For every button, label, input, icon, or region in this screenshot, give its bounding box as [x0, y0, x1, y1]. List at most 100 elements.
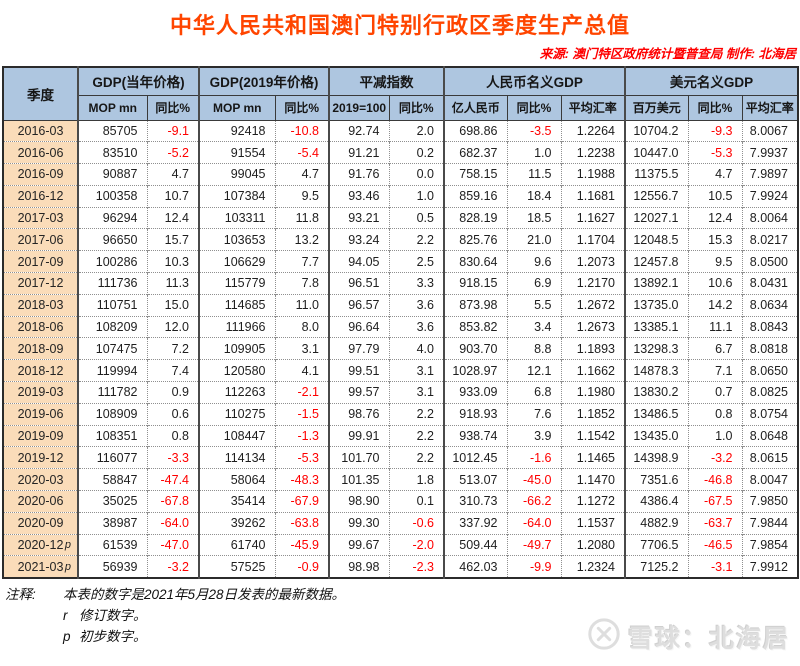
- value-cell: 5.5: [506, 293, 561, 317]
- column-group-header: 美元名义GDP: [624, 66, 799, 96]
- value-cell: 1.1542: [560, 424, 625, 447]
- quarter-cell: 2020-09: [2, 511, 78, 535]
- quarter-label: 2016-12: [17, 189, 64, 204]
- value-cell: -9.1: [146, 119, 199, 142]
- header-group-row: 季度 GDP(当年价格) GDP(2019年价格) 平减指数 人民币名义GDP 美元名义…: [2, 66, 799, 121]
- value-cell: 108909: [77, 402, 147, 426]
- value-cell: 99.91: [328, 424, 389, 447]
- table-body: 2016-03 85705 -9.1 92418 -10.8 92.74 2.0 698.86…: [2, 119, 798, 578]
- value-cell: 101.70: [328, 446, 389, 469]
- value-cell: 0.1: [388, 490, 444, 513]
- quarter-label: 2020-03: [17, 472, 64, 487]
- value-cell: 3.1: [274, 337, 329, 360]
- value-cell: 11.5: [506, 163, 561, 186]
- value-cell: 1.1681: [560, 184, 625, 208]
- value-cell: 35025: [77, 490, 147, 513]
- value-cell: 2.0: [388, 119, 444, 142]
- value-cell: 8.0615: [741, 446, 798, 469]
- value-cell: 853.82: [443, 315, 507, 338]
- value-cell: -2.1: [274, 381, 329, 404]
- quarter-cell: 2018-03: [2, 293, 78, 317]
- value-cell: 1.1465: [560, 446, 625, 469]
- column-group-header: GDP(2019年价格): [198, 66, 330, 96]
- value-cell: 7.9937: [741, 141, 798, 164]
- value-cell: 103311: [198, 206, 275, 229]
- value-cell: -3.2: [687, 446, 742, 469]
- value-cell: 830.64: [443, 250, 507, 273]
- value-cell: -0.9: [274, 555, 329, 578]
- value-cell: 99.51: [328, 359, 389, 382]
- value-cell: 310.73: [443, 490, 507, 513]
- value-cell: 1.2672: [560, 293, 625, 317]
- note-label: 注释:: [5, 586, 36, 602]
- value-cell: -46.5: [687, 533, 742, 556]
- quarter-cell: 2019-06: [2, 402, 78, 426]
- value-cell: 38987: [77, 511, 147, 535]
- value-cell: 1.0: [687, 424, 742, 447]
- column-subheader: 同比%: [146, 94, 200, 121]
- value-cell: -45.9: [274, 533, 329, 556]
- value-cell: 4.7: [146, 163, 199, 186]
- value-cell: 99045: [198, 163, 275, 186]
- quarter-label: 2019-06: [17, 407, 64, 422]
- value-cell: 18.4: [506, 184, 561, 208]
- value-cell: 1.2264: [560, 119, 625, 142]
- value-cell: 93.46: [328, 184, 389, 208]
- value-cell: 99.67: [328, 533, 389, 556]
- quarter-label: 2018-03: [17, 298, 64, 313]
- quarter-cell: 2019-12: [2, 446, 78, 469]
- value-cell: 106629: [198, 250, 275, 273]
- value-cell: 100286: [77, 250, 147, 273]
- value-cell: -9.9: [506, 555, 561, 578]
- quarter-cell: 2021-03 p: [2, 555, 78, 578]
- value-cell: 58847: [77, 468, 147, 491]
- table-row: 2016-03 85705 -9.1 92418 -10.8 92.74 2.0 698.86…: [2, 119, 798, 142]
- table-row: 2019-06 108909 0.6 110275 -1.5 98.76 2.2 918.93…: [2, 402, 798, 426]
- column-subheader: 百万美元: [624, 94, 689, 121]
- value-cell: -47.4: [146, 468, 199, 491]
- value-cell: 101.35: [328, 468, 389, 491]
- value-cell: 7.9844: [741, 511, 798, 535]
- quarter-label: 2019-09: [17, 429, 64, 444]
- value-cell: 4.7: [687, 163, 742, 186]
- value-cell: -63.8: [274, 511, 329, 535]
- value-cell: 96.57: [328, 293, 389, 317]
- value-cell: -1.5: [274, 402, 329, 426]
- note-line: p 初步数字。: [5, 626, 800, 647]
- value-cell: 6.7: [687, 337, 742, 360]
- value-cell: 15.7: [146, 228, 199, 251]
- table-row: 2017-12 111736 11.3 115779 7.8 96.51 3.3 918.15…: [2, 272, 798, 295]
- value-cell: -10.8: [274, 119, 329, 142]
- value-cell: 903.70: [443, 337, 507, 360]
- value-cell: 4.1: [274, 359, 329, 382]
- note-text: 本表的数字是2021年5月28日发表的最新数据。: [63, 586, 346, 602]
- value-cell: 0.0: [388, 163, 444, 186]
- value-cell: 108447: [198, 424, 275, 447]
- value-cell: 0.8: [146, 424, 199, 447]
- value-cell: 1.1980: [560, 381, 625, 404]
- value-cell: 96.51: [328, 272, 389, 295]
- column-subheader: 平均汇率: [560, 94, 626, 121]
- value-cell: 0.5: [388, 206, 444, 229]
- gdp-table: 季度 GDP(当年价格) GDP(2019年价格) 平减指数 人民币名义GDP 美元名义…: [2, 66, 799, 579]
- value-cell: 10.7: [146, 184, 199, 208]
- value-cell: -64.0: [146, 511, 199, 535]
- value-cell: -47.0: [146, 533, 199, 556]
- value-cell: 91554: [198, 141, 275, 164]
- value-cell: 509.44: [443, 533, 507, 556]
- value-cell: 7706.5: [624, 533, 688, 556]
- column-group-header: 平减指数: [328, 66, 445, 96]
- value-cell: -67.8: [146, 490, 199, 513]
- column-subheader: 平均汇率: [741, 94, 799, 121]
- value-cell: 98.90: [328, 490, 389, 513]
- value-cell: 12457.8: [624, 250, 688, 273]
- quarter-label: 2017-12: [17, 276, 64, 291]
- value-cell: 99.30: [328, 511, 389, 535]
- value-cell: 8.0217: [741, 228, 798, 251]
- value-cell: 11.0: [274, 293, 329, 317]
- value-cell: 873.98: [443, 293, 507, 317]
- quarter-cell: 2020-06: [2, 490, 78, 513]
- value-cell: 100358: [77, 184, 147, 208]
- table-row: 2020-03 58847 -47.4 58064 -48.3 101.35 1.8 513.…: [2, 468, 798, 491]
- value-cell: 15.3: [687, 228, 742, 251]
